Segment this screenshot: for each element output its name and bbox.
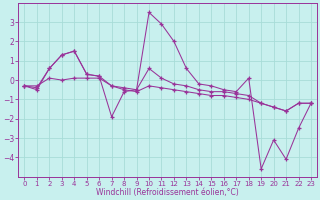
X-axis label: Windchill (Refroidissement éolien,°C): Windchill (Refroidissement éolien,°C)	[96, 188, 239, 197]
